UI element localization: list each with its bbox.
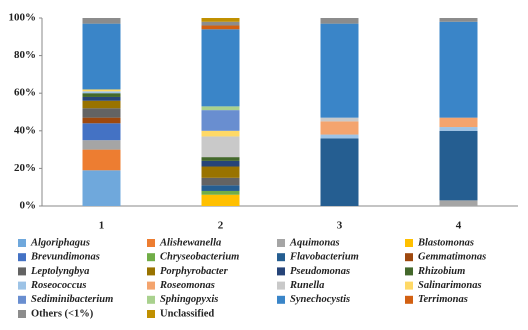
legend-label: Roseococcus — [30, 280, 86, 291]
bar-segment — [320, 121, 359, 135]
legend-label: Roseomonas — [159, 280, 215, 291]
legend-swatch — [405, 239, 413, 247]
bar-segment — [201, 194, 240, 206]
bar-segment — [201, 185, 240, 191]
legend-swatch — [277, 281, 285, 290]
bar-segment — [82, 23, 121, 90]
legend-swatch — [18, 310, 26, 318]
bar-segment — [82, 93, 121, 97]
bar-segment — [201, 106, 240, 111]
legend-swatch — [277, 267, 285, 276]
legend-swatch — [147, 281, 155, 290]
legend-swatch — [147, 267, 155, 276]
bar-segment — [439, 21, 478, 118]
legend-swatch — [277, 239, 285, 247]
bar-segment — [82, 89, 121, 92]
legend-swatch — [405, 281, 413, 290]
bar-segment — [201, 177, 240, 186]
x-tick-label: 2 — [218, 220, 224, 232]
bar-segment — [82, 91, 121, 94]
legend-swatch — [18, 239, 26, 247]
legend-swatch — [18, 267, 26, 276]
bar-segment — [320, 134, 359, 139]
y-tick-label: 20% — [14, 162, 36, 174]
bar-segment — [320, 18, 359, 24]
legend-label: Chryseobacterium — [160, 252, 239, 263]
bar-segment — [82, 140, 121, 150]
bar-segment — [201, 110, 240, 131]
bar-segment — [82, 100, 121, 109]
bar-segment — [439, 117, 478, 128]
legend-swatch — [277, 253, 285, 262]
bar-segment — [201, 29, 240, 107]
legend-label: Sediminibacterium — [31, 294, 113, 305]
bar-segment — [201, 160, 240, 167]
bar-segment — [439, 18, 478, 22]
bar-segment — [82, 170, 121, 206]
y-tick-label: 0% — [20, 200, 37, 212]
legend-swatch — [277, 295, 285, 304]
legend-label: Terrimonas — [418, 294, 468, 305]
legend-swatch — [18, 253, 26, 262]
bar-segment — [201, 130, 240, 137]
x-tick-label: 4 — [456, 220, 462, 232]
legend-swatch — [405, 267, 413, 276]
bar-segment — [320, 117, 359, 122]
bar-segment — [439, 127, 478, 131]
bar-segment — [439, 200, 478, 206]
legend-label: Alishewanella — [159, 237, 221, 248]
legend-label: Flavobacterium — [289, 252, 359, 263]
legend-swatch — [405, 295, 413, 304]
y-tick-label: 60% — [14, 87, 36, 99]
legend-label: Porphyrobacter — [160, 266, 229, 277]
legend-swatch — [147, 310, 155, 318]
legend-label: Sphingopyxis — [160, 294, 218, 305]
legend-label: Others (<1%) — [31, 308, 94, 319]
legend-label: Brevundimonas — [30, 252, 100, 263]
bar-segment — [82, 123, 121, 141]
bar-segment — [201, 166, 240, 178]
bar-segment — [201, 190, 240, 195]
legend-label: Synechocystis — [290, 294, 350, 305]
legend-swatch — [147, 253, 155, 262]
legend-swatch — [18, 295, 26, 304]
bar-segment — [82, 108, 121, 118]
x-tick-label: 3 — [337, 220, 343, 232]
legend-swatch — [405, 253, 413, 262]
x-tick-label: 1 — [99, 220, 105, 232]
bar-segment — [201, 21, 240, 26]
bar-segment — [82, 96, 121, 101]
y-tick-label: 80% — [14, 49, 36, 61]
legend-swatch — [147, 295, 155, 304]
legend-label: Salinarimonas — [418, 280, 482, 291]
y-tick-label: 40% — [14, 124, 36, 136]
bar-segment — [439, 130, 478, 201]
bar-segment — [82, 117, 121, 124]
bar-segment — [201, 18, 240, 22]
bar-segment — [201, 136, 240, 158]
legend-swatch — [18, 281, 26, 290]
bar-segment — [82, 18, 121, 24]
legend-label: Algoriphagus — [30, 237, 90, 248]
legend-label: Leptolyngbya — [30, 266, 89, 277]
legend-label: Aquimonas — [289, 237, 340, 248]
legend-label: Runella — [289, 280, 324, 291]
bar-segment — [320, 23, 359, 118]
bar-segment — [201, 157, 240, 161]
legend-swatch — [147, 239, 155, 247]
legend-label: Gemmatimonas — [418, 252, 486, 263]
bar-segment — [82, 149, 121, 171]
legend-label: Pseudomonas — [290, 266, 350, 277]
legend-label: Rhizobium — [417, 266, 465, 277]
bar-segment — [320, 138, 359, 206]
y-tick-label: 100% — [9, 12, 37, 24]
legend-label: Unclassified — [160, 308, 214, 319]
legend-label: Blastomonas — [417, 237, 474, 248]
bar-segment — [201, 25, 240, 30]
